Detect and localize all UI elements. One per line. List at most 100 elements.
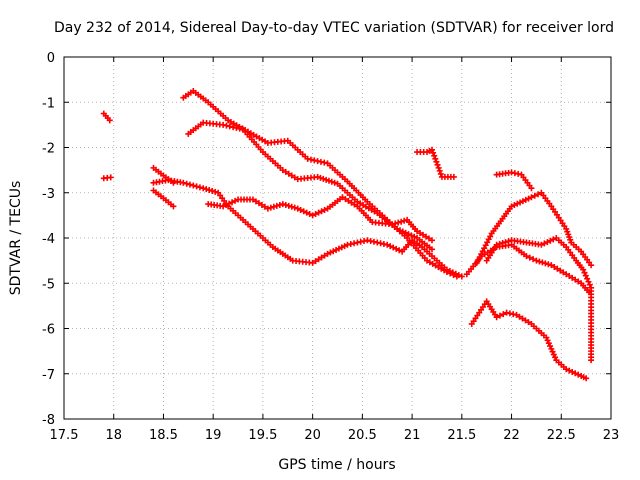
data-point [545,261,552,268]
data-point [450,173,457,180]
data-point [190,182,197,189]
series-s6 [180,87,460,280]
data-point [200,185,207,192]
data-point [264,205,271,212]
data-point [536,258,543,265]
series-s14 [483,235,595,364]
data-point [453,273,460,280]
x-tick-label: 17.5 [50,428,79,443]
x-tick-label: 22 [503,428,520,443]
x-tick-label: 20 [304,428,321,443]
data-point [496,240,503,247]
x-tick-label: 23 [603,428,620,443]
y-tick-label: -4 [42,232,55,247]
data-point [434,161,441,168]
data-point [285,202,292,209]
data-point [432,155,439,162]
data-point [401,217,408,224]
data-point [428,237,435,244]
data-point [328,178,335,185]
data-point [282,201,289,208]
data-point [528,185,535,192]
data-point [496,312,503,319]
data-point [267,204,274,211]
data-point [331,179,338,186]
data-point [314,173,321,180]
data-point [291,204,298,211]
data-point [106,117,113,124]
data-point [531,192,538,199]
data-point [500,311,507,318]
data-point [588,357,595,364]
axis-ticks: 17.5 18 18.5 19 19.5 20 20.5 21 21.5 22 22.5 23 0 -1 -… [42,51,619,443]
data-marks [100,87,595,382]
data-point [317,174,324,181]
data-point [582,272,589,279]
y-tick-label: -7 [42,368,55,383]
y-tick-label: -5 [42,277,55,292]
x-tick-label: 22.5 [547,428,576,443]
data-point [499,239,506,246]
data-point [583,375,590,382]
series-s3 [150,187,177,210]
data-point [270,203,277,210]
data-point [493,314,500,321]
series-s8 [205,194,435,244]
data-point [588,262,595,269]
data-point [584,275,591,282]
data-point [450,271,457,278]
data-point [580,266,587,273]
data-point [430,149,437,156]
series-s11 [463,241,593,296]
y-tick-label: -2 [42,142,55,157]
data-point [276,201,283,208]
data-point [437,170,444,177]
x-tick-label: 18 [105,428,122,443]
data-point [528,194,535,201]
series-s2 [100,174,114,182]
data-point [203,186,210,193]
data-point [505,238,512,245]
y-tick-label: -6 [42,323,55,338]
data-point [395,219,402,226]
data-point [530,256,537,263]
series-s7 [185,119,435,253]
data-point [581,269,588,276]
data-point [436,167,443,174]
data-point [431,152,438,159]
data-point [323,176,330,183]
data-point [320,175,327,182]
data-point [186,181,193,188]
data-point [180,179,187,186]
y-tick-label: -1 [42,96,55,111]
y-tick-label: -3 [42,187,55,202]
data-point [107,174,114,181]
data-point [279,201,286,208]
x-tick-label: 20.5 [348,428,377,443]
series-s1 [100,110,113,124]
data-point [398,218,405,225]
data-point [392,220,399,227]
data-point [585,278,592,285]
data-point [539,259,546,266]
data-point [502,239,509,246]
data-point [533,257,540,264]
x-tick-label: 18.5 [149,428,178,443]
data-point [288,203,295,210]
x-tick-label: 21 [404,428,421,443]
x-axis-label: GPS time / hours [278,457,395,473]
data-point [523,253,530,260]
data-point [435,164,442,171]
data-point [428,246,435,253]
data-point [443,268,450,275]
data-point [212,188,219,195]
series-s9 [414,146,457,180]
series-s12 [473,189,595,269]
data-point [183,180,190,187]
chart-title: Day 232 of 2014, Sidereal Day-to-day VTE… [54,20,614,36]
data-point [193,183,200,190]
data-point [170,203,177,210]
series-s10 [468,298,590,382]
y-tick-label: -8 [42,413,55,428]
